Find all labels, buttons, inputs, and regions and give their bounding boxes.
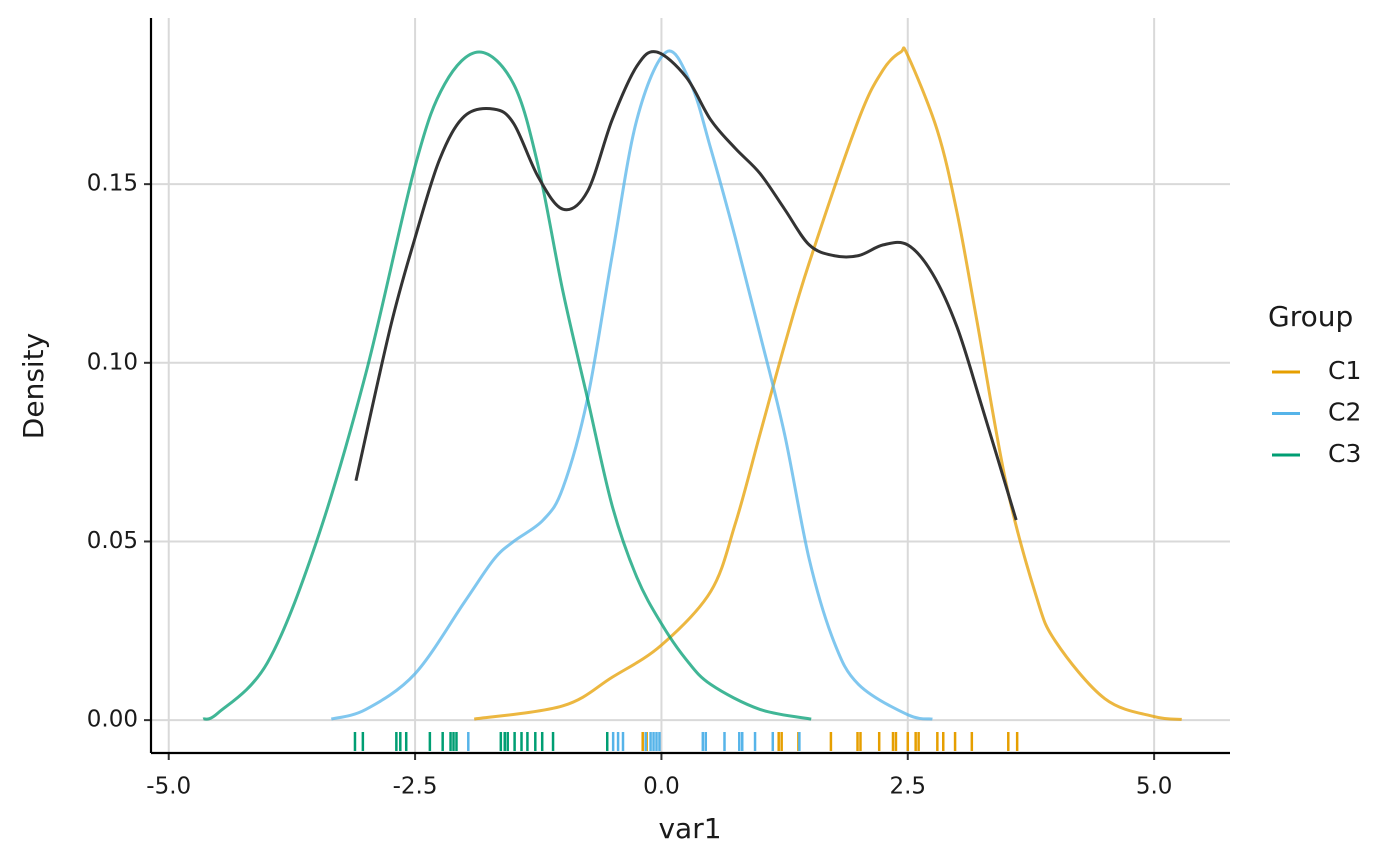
density-line [330, 49, 933, 721]
y-axis-title: Density [17, 333, 50, 439]
x-axis-title: var1 [658, 812, 721, 845]
y-tick-label: 0.15 [87, 171, 138, 197]
y-tick-label: 0.00 [87, 707, 138, 733]
x-tick-label: 2.5 [889, 774, 926, 800]
density-line [202, 50, 812, 721]
legend-label: C2 [1328, 398, 1361, 427]
x-tick-label: 0.0 [643, 774, 680, 800]
density-line [473, 46, 1182, 721]
y-tick-label: 0.10 [87, 349, 138, 375]
x-tick-label: -2.5 [393, 774, 438, 800]
x-tick-label: 5.0 [1136, 774, 1173, 800]
legend-label: C3 [1328, 439, 1361, 468]
density-line [354, 50, 1018, 521]
y-tick-label: 0.05 [87, 528, 138, 554]
legend-title: Group [1268, 300, 1353, 333]
legend-label: C1 [1328, 356, 1361, 385]
x-tick-label: -5.0 [146, 774, 191, 800]
